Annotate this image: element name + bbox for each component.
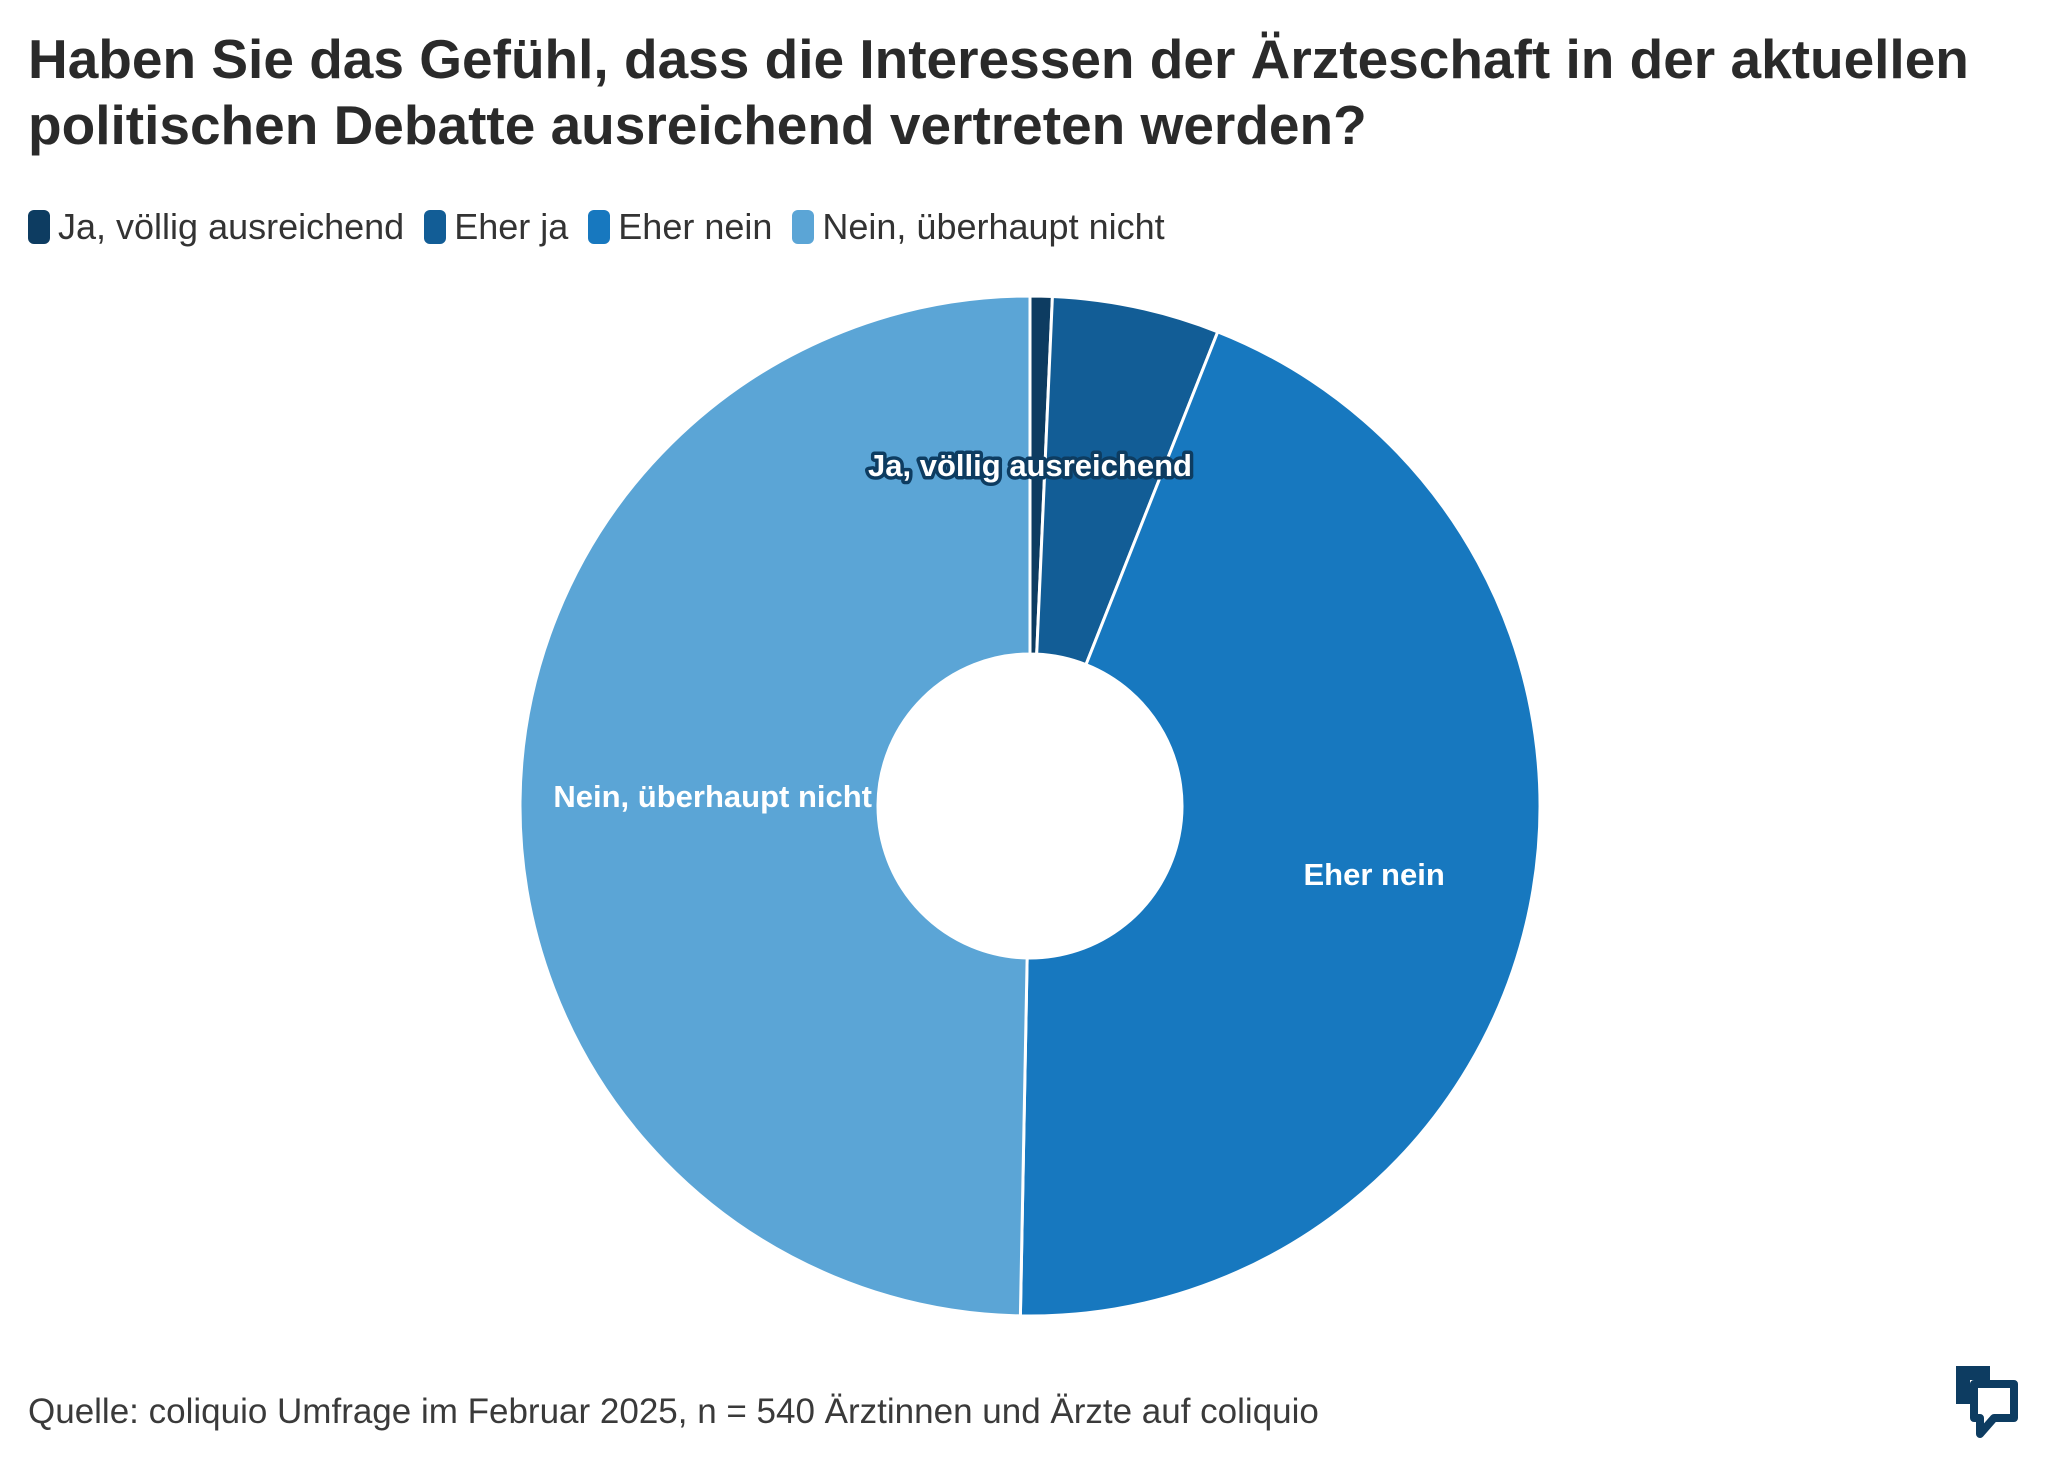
slice-label: Nein, überhaupt nicht bbox=[553, 779, 872, 814]
legend-label: Ja, völlig ausreichend bbox=[58, 206, 405, 247]
legend-swatch bbox=[792, 210, 815, 244]
chart-title: Haben Sie das Gefühl, dass die Interesse… bbox=[28, 28, 1969, 156]
legend-swatch bbox=[424, 210, 447, 244]
slice-label: Ja, völlig ausreichend bbox=[868, 448, 1192, 483]
donut-slice[interactable] bbox=[518, 294, 1032, 1318]
legend-swatch bbox=[588, 210, 611, 244]
legend-item-eher-ja[interactable]: Eher ja bbox=[424, 206, 568, 248]
legend-item-eher-nein[interactable]: Eher nein bbox=[588, 206, 772, 248]
legend-item-ja-voellig[interactable]: Ja, völlig ausreichend bbox=[28, 206, 404, 248]
legend-swatch bbox=[28, 210, 50, 244]
legend-label: Nein, überhaupt nicht bbox=[822, 206, 1165, 247]
legend-label: Eher ja bbox=[454, 206, 569, 247]
legend-item-nein-ueberhaupt[interactable]: Nein, überhaupt nicht bbox=[792, 206, 1165, 248]
legend: Ja, völlig ausreichend Eher ja Eher nein… bbox=[28, 206, 1185, 248]
donut-slice[interactable] bbox=[1035, 294, 1220, 667]
donut-slice[interactable] bbox=[1018, 329, 1542, 1318]
legend-label: Eher nein bbox=[618, 206, 773, 247]
slice-label: Eher nein bbox=[1304, 857, 1445, 892]
source-note: Quelle: coliquio Umfrage im Februar 2025… bbox=[28, 1392, 1319, 1431]
donut-chart: Ja, völlig ausreichend Eher nein Nein, übe… bbox=[518, 294, 1542, 1318]
coliquio-logo-icon bbox=[1956, 1366, 2018, 1438]
